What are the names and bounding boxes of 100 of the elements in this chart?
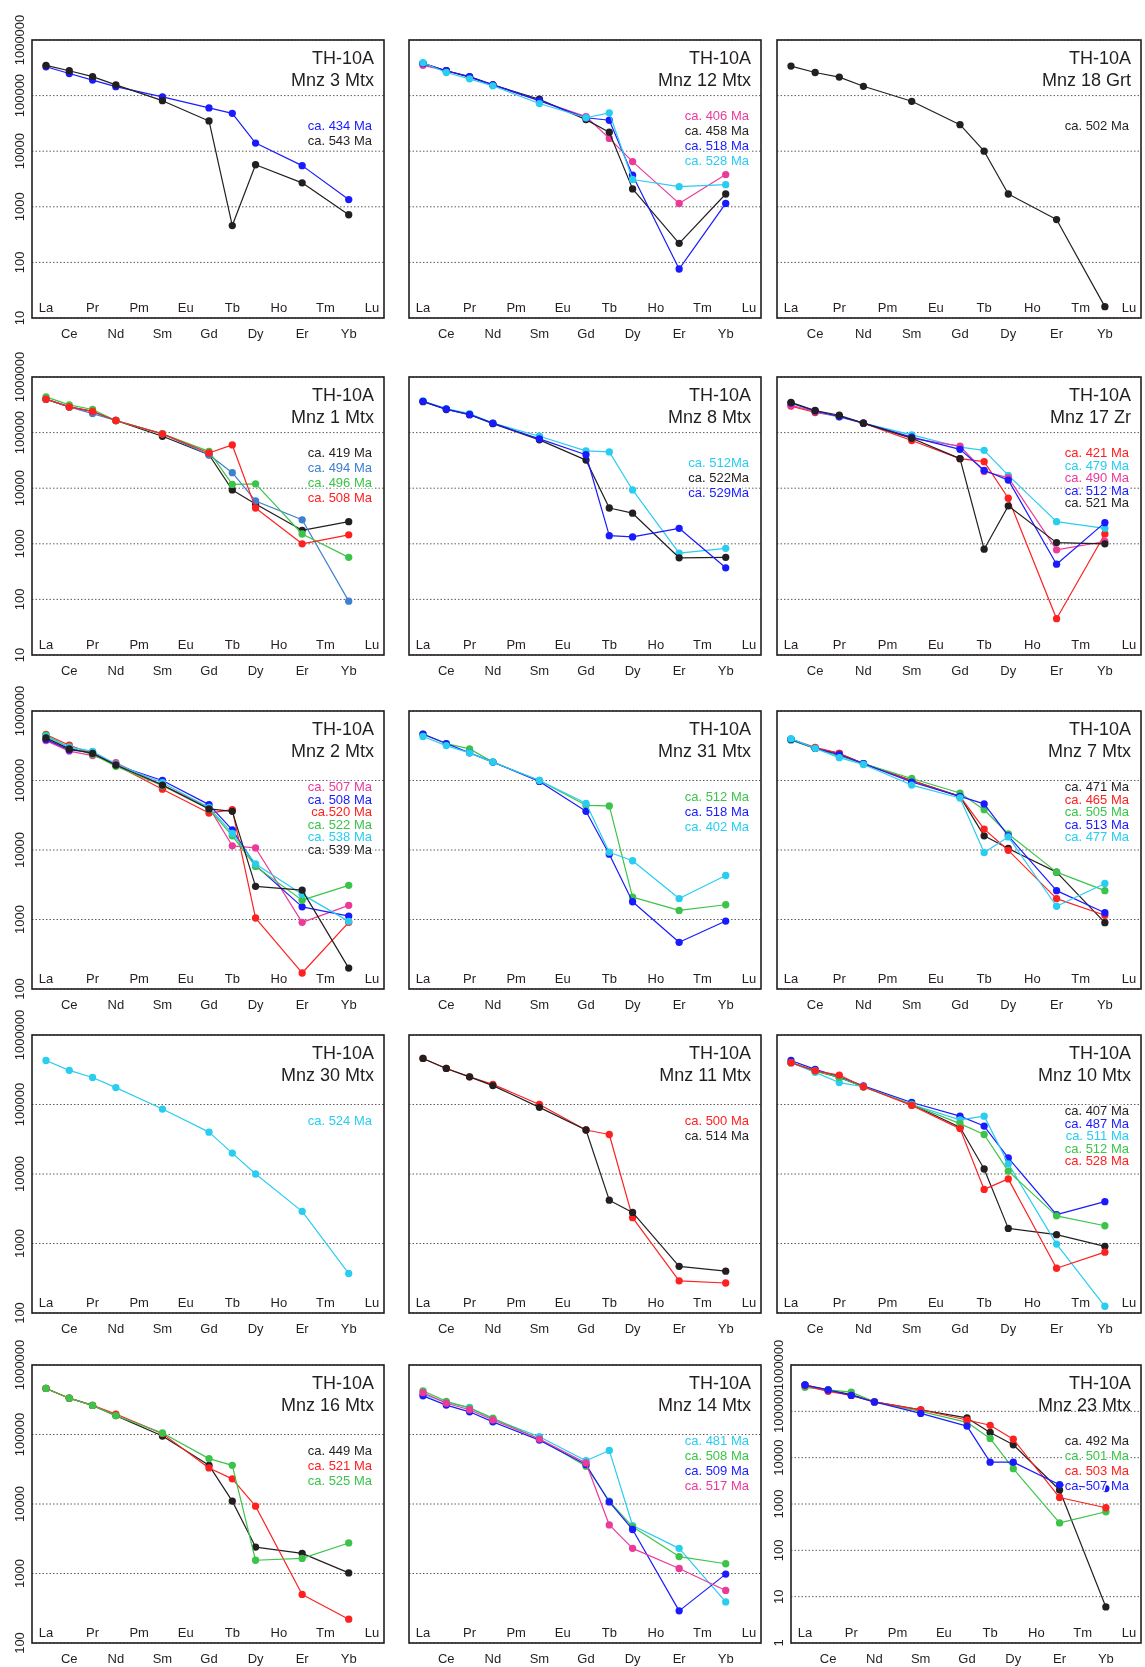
x-tick-label: Sm [529, 1321, 550, 1336]
x-tick-label: La [38, 1295, 54, 1310]
text: ca. 500 Ma [684, 1113, 750, 1128]
x-tick-label: Dy [624, 1321, 642, 1336]
x-tick-label: Yb [1096, 326, 1113, 341]
x-tick-label: Pm [877, 1295, 898, 1310]
x-tick-label: Ce [60, 997, 78, 1012]
x-tick-label: Tm [693, 300, 712, 315]
x-tick-label: Tm [693, 1295, 712, 1310]
x-tick-label: Pm [877, 637, 898, 652]
x-tick-label: Lu [1121, 1295, 1137, 1310]
text: ca. 521 Ma [1064, 495, 1130, 510]
x-tick-label: Ho [1024, 971, 1041, 986]
x-tick-label: Tb [224, 971, 240, 986]
x-tick-label: Dy [247, 1321, 265, 1336]
text: ca. 502 Ma [1064, 118, 1130, 133]
x-tick-label: Ce [437, 997, 455, 1012]
x-tick-label: Pm [506, 1295, 526, 1310]
x-tick-label: Dy [247, 997, 265, 1012]
y-tick-label: 1000000 [12, 1339, 27, 1391]
text: Mnz 23 Mtx [1037, 1395, 1131, 1415]
x-tick-label: Tm [316, 971, 335, 986]
y-tick-label: 10000 [12, 133, 27, 170]
text: Mnz 30 Mtx [280, 1065, 374, 1085]
text: ca. 512Ma [688, 455, 750, 470]
x-tick-label: Lu [1121, 300, 1137, 315]
x-tick-label: Tb [224, 1625, 240, 1640]
y-tick-label: 10000 [12, 831, 27, 869]
x-tick-label: Er [672, 663, 687, 678]
x-tick-label: Dy [247, 1651, 265, 1666]
x-tick-label: Nd [484, 663, 502, 678]
x-tick-label: Ho [647, 300, 665, 315]
text: ca. 511 Ma [1065, 1128, 1130, 1143]
x-tick-label: Nd [855, 326, 872, 341]
text: Mnz 14 Mtx [657, 1395, 751, 1415]
y-tick-label: 1000000 [12, 685, 27, 737]
x-tick-label: Eu [554, 1625, 571, 1640]
text: ca. 528 Ma [1064, 1153, 1130, 1168]
x-tick-label: La [415, 637, 431, 652]
x-tick-label: Sm [152, 326, 173, 341]
x-tick-label: Lu [364, 1625, 380, 1640]
x-tick-label: Pm [506, 1625, 526, 1640]
text: ca. 487 Ma [1064, 1115, 1130, 1131]
text: ca. 492 Ma [1064, 1433, 1130, 1448]
series-label: ca. 528 Ma [684, 153, 750, 168]
x-tick-label: Gd [200, 1321, 218, 1336]
x-tick-label: Tb [976, 1295, 992, 1310]
text: ca. 522Ma [688, 470, 750, 485]
x-tick-label: Nd [107, 997, 125, 1012]
x-tick-label: Pr [463, 637, 477, 652]
text: ca. 505 Ma [1064, 804, 1130, 819]
x-tick-label: Ho [647, 1625, 665, 1640]
text: ca. 479 Ma [1064, 457, 1130, 473]
x-tick-label: Tm [316, 300, 335, 315]
x-tick-label: Ho [647, 637, 665, 652]
text: ca. 538 Ma [307, 829, 373, 844]
x-tick-label: Pm [129, 1295, 149, 1310]
x-tick-label: Sm [152, 663, 173, 678]
x-tick-label: Ce [60, 1321, 78, 1336]
text: ca. 490 Ma [1064, 470, 1130, 485]
x-tick-label: Lu [741, 1295, 757, 1310]
x-tick-label: Sm [910, 1651, 931, 1666]
text: ca. 508 Ma [307, 791, 373, 807]
x-tick-label: Lu [364, 971, 380, 986]
x-tick-label: Lu [741, 1625, 757, 1640]
x-tick-label: Dy [1000, 326, 1017, 341]
x-tick-label: Pm [129, 300, 149, 315]
y-tick-label: 1000000 [12, 351, 27, 403]
x-tick-label: Yb [717, 1321, 734, 1336]
x-tick-label: Pr [86, 300, 100, 315]
x-tick-label: Eu [927, 971, 944, 986]
x-tick-label: Gd [200, 1651, 218, 1666]
chart-title: TH-10A [688, 1043, 751, 1063]
text: ca. 518 Ma [684, 804, 750, 819]
y-tick-label: 100 [12, 588, 27, 611]
x-tick-label: Nd [107, 1321, 125, 1336]
text: ca. 458 Ma [684, 123, 750, 138]
x-tick-label: Pr [832, 637, 847, 652]
x-tick-label: La [415, 971, 431, 986]
y-tick-label: 1000 [12, 1229, 27, 1258]
x-tick-label: Ho [647, 1295, 665, 1310]
x-tick-label: Ce [60, 663, 78, 678]
y-tick-label: 1000 [12, 1559, 27, 1588]
x-tick-label: Sm [529, 326, 550, 341]
x-tick-label: La [38, 637, 54, 652]
x-tick-label: Ho [1024, 1295, 1041, 1310]
x-tick-label: Yb [1096, 1321, 1113, 1336]
x-tick-label: Ce [437, 663, 455, 678]
text: Mnz 18 Grt [1041, 70, 1131, 90]
chart-title: TH-10A [688, 48, 751, 68]
y-tick-label: 100000 [12, 73, 27, 118]
x-tick-label: Tb [976, 300, 992, 315]
x-tick-label: Tm [693, 1625, 712, 1640]
text: Mnz 3 Mtx [290, 70, 374, 90]
x-tick-label: Tb [224, 300, 240, 315]
text: ca. 521 Ma [307, 1458, 373, 1473]
y-tick-label: 1000 [12, 192, 27, 222]
text: ca. 434 Ma [307, 118, 373, 133]
x-tick-label: Ho [270, 1295, 288, 1310]
text: ca. 508 Ma [684, 1448, 750, 1463]
